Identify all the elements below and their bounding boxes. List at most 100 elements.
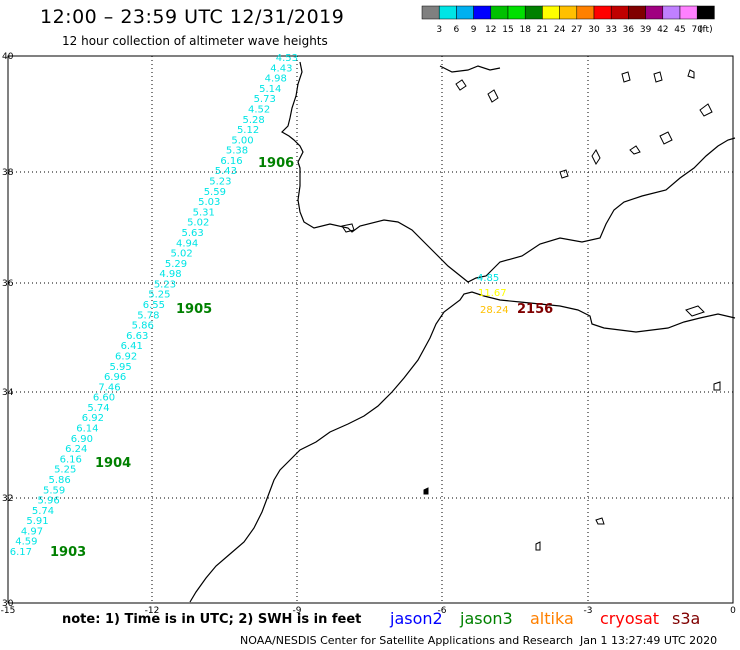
- track-value: 6.92: [82, 413, 104, 424]
- y-tick-label: 32: [2, 494, 13, 504]
- track-value: 5.12: [237, 125, 259, 136]
- track-value: 5.96: [37, 496, 59, 507]
- x-tick-label: -6: [438, 606, 447, 616]
- island: [535, 541, 541, 551]
- track-value: 5.25: [148, 290, 170, 301]
- observation-value: 11.67: [478, 288, 507, 299]
- map-frame: [7, 55, 734, 604]
- track-value: 6.96: [104, 372, 126, 383]
- track-value: 5.29: [165, 259, 187, 270]
- track-value: 4.43: [270, 63, 292, 74]
- gibraltar-observations: 4.85 11.67 28.24: [477, 273, 509, 316]
- track-value: 5.95: [109, 362, 131, 373]
- scale-label: 6: [454, 25, 460, 35]
- track-value: 4.52: [248, 104, 270, 115]
- observation-value: 4.85: [477, 273, 499, 284]
- track-value: 5.63: [182, 228, 204, 239]
- north-coast-fragment: [439, 65, 501, 73]
- track-value: 6.14: [76, 424, 98, 435]
- scale-label: 42: [657, 25, 668, 35]
- island: [687, 69, 695, 79]
- track-value: 6.24: [65, 444, 87, 455]
- island: [699, 103, 713, 117]
- track-value: 5.25: [54, 465, 76, 476]
- track-value: 5.23: [154, 279, 176, 290]
- x-tick-label: -12: [145, 606, 160, 616]
- island: [559, 169, 569, 179]
- track-value: 6.60: [93, 393, 115, 404]
- scale-label: 33: [605, 25, 616, 35]
- coastline: [189, 61, 736, 603]
- island: [653, 71, 663, 83]
- track-value: 5.43: [215, 166, 237, 177]
- island: [487, 89, 499, 103]
- pass-number-label: 1906: [258, 156, 294, 171]
- observation-value: 28.24: [480, 305, 509, 316]
- x-tick-label: -3: [584, 606, 593, 616]
- track-value: 6.55: [143, 300, 165, 311]
- track-value: 5.14: [259, 84, 281, 95]
- track-value: 5.28: [242, 115, 264, 126]
- color-scale-legend: 3 6 9 12 15 18 21 24 27 30 33 36 39 42 45 70(ft): [421, 5, 715, 35]
- island: [341, 223, 355, 233]
- track-value: 5.59: [204, 187, 226, 198]
- island: [591, 149, 601, 165]
- y-tick-label: 36: [2, 279, 14, 289]
- grid-lines: [8, 56, 733, 603]
- island: [629, 145, 641, 155]
- credit-line: NOAA/NESDIS Center for Satellite Applica…: [240, 634, 574, 647]
- track-value: 5.73: [254, 94, 276, 105]
- pass-number-label: 1905: [176, 302, 212, 317]
- altimeter-track: 4.534.434.985.145.734.525.285.125.005.38…: [10, 53, 298, 558]
- track-value: 5.59: [43, 485, 65, 496]
- scale-label: 9: [471, 25, 477, 35]
- footer-note: note: 1) Time is in UTC; 2) SWH is in fe…: [62, 612, 362, 627]
- track-value: 5.31: [193, 207, 215, 218]
- island: [455, 79, 467, 91]
- track-value: 6.16: [220, 156, 242, 167]
- scale-swatch: [696, 5, 715, 20]
- scale-label: 3: [436, 25, 442, 35]
- track-value: 5.02: [170, 249, 192, 260]
- scale-label: (ft): [699, 25, 713, 35]
- track-value: 4.59: [15, 537, 37, 548]
- track-value: 5.86: [132, 321, 154, 332]
- track-value: 4.97: [21, 526, 43, 537]
- map-title: 12:00 – 23:59 UTC 12/31/2019: [40, 6, 345, 28]
- track-value: 5.38: [226, 146, 248, 157]
- pass-number-label: 1904: [95, 456, 131, 471]
- track-value: 6.63: [126, 331, 148, 342]
- y-tick-label: 38: [2, 168, 14, 178]
- scale-label: 27: [571, 25, 582, 35]
- pass-number-label: 2156: [517, 302, 553, 317]
- satellite-s3a: s3a: [672, 609, 701, 628]
- scale-label: 30: [588, 25, 600, 35]
- x-tick-label: -15: [1, 606, 16, 616]
- island: [621, 71, 631, 83]
- island: [595, 517, 605, 525]
- y-tick-label: 40: [2, 52, 14, 62]
- scale-label: 45: [674, 25, 685, 35]
- generation-timestamp: Jan 1 13:27:49 UTC 2020: [580, 634, 718, 647]
- track-value: 5.74: [32, 506, 54, 517]
- scale-label: 15: [502, 25, 513, 35]
- satellite-altika: altika: [530, 609, 574, 628]
- scale-label: 24: [554, 25, 566, 35]
- track-value: 6.16: [60, 454, 82, 465]
- pass-labels: 1906 1905 1904 1903 2156: [50, 156, 553, 560]
- map-subtitle: 12 hour collection of altimeter wave hei…: [62, 34, 328, 48]
- pass-number-label: 1903: [50, 545, 86, 560]
- satellite-cryosat: cryosat: [600, 609, 660, 628]
- morocco-coastline: [189, 291, 736, 603]
- island: [713, 381, 721, 391]
- track-value: 6.90: [71, 434, 93, 445]
- x-tick-label: 0: [730, 606, 736, 616]
- track-value: 5.91: [26, 516, 48, 527]
- track-value: 4.98: [159, 269, 181, 280]
- axis-tick-labels: -15 -12 -9 -6 -3 0 40 38 36 34 32 30: [1, 52, 736, 616]
- scale-label: 39: [640, 25, 652, 35]
- track-value: 6.92: [115, 351, 137, 362]
- island: [423, 487, 429, 495]
- track-value: 5.02: [187, 218, 209, 229]
- track-value: 5.03: [198, 197, 220, 208]
